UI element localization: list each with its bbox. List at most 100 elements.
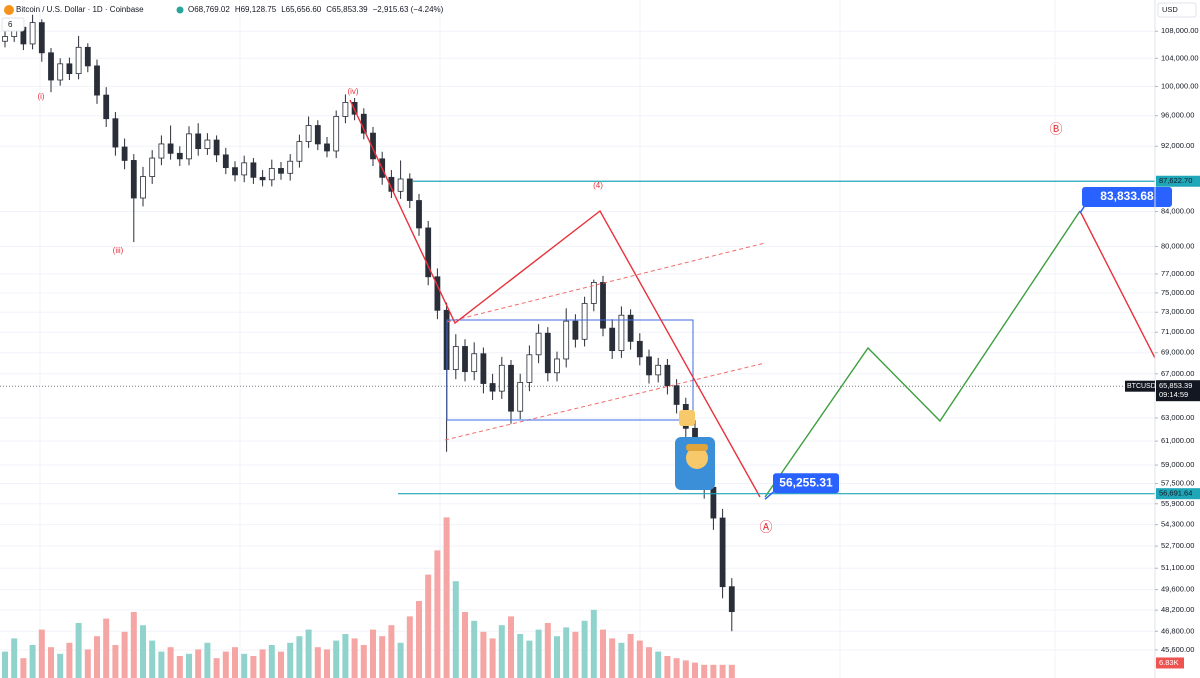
- wave-path-red-2: [1079, 210, 1156, 359]
- candle-body: [176, 152, 183, 160]
- candle-body: [719, 517, 726, 588]
- volume-bar: [204, 642, 211, 678]
- ohlc-label: C65,853.39: [326, 5, 368, 14]
- volume-pane: [2, 517, 735, 678]
- candle-body: [636, 340, 643, 358]
- volume-bar: [324, 649, 330, 678]
- candle-body: [195, 133, 202, 150]
- volume-bar: [526, 640, 533, 678]
- volume-bar: [103, 618, 110, 678]
- volume-bar: [489, 638, 496, 678]
- candle-body: [388, 176, 395, 192]
- candle-body: [324, 143, 330, 152]
- header: Bitcoin / U.S. Dollar · 1D · Coinbase 6 …: [1, 2, 1197, 32]
- candle-body: [480, 353, 487, 384]
- volume-bar: [517, 634, 524, 678]
- volume-bar: [655, 651, 662, 678]
- volume-bar: [11, 638, 18, 678]
- candle-body: [66, 63, 73, 75]
- candle-body: [333, 116, 340, 152]
- candle-body: [627, 314, 634, 342]
- volume-bar: [278, 651, 284, 678]
- candle-body: [452, 346, 459, 370]
- candle-body: [416, 200, 422, 229]
- candle-body: [590, 282, 597, 304]
- volume-bar: [572, 631, 579, 678]
- currency[interactable]: USD: [1162, 5, 1178, 14]
- candle-body: [397, 178, 404, 192]
- volume-bar: [425, 574, 432, 678]
- ohlc-label: H69,128.75: [235, 5, 277, 14]
- volume-bar: [48, 647, 54, 678]
- volume-bar: [388, 625, 395, 678]
- y-tick-label: 104,000.00: [1161, 53, 1199, 62]
- symbol-label: BTCUSD: [1127, 383, 1156, 390]
- candle-body: [572, 320, 579, 340]
- wave-label: (i): [37, 92, 44, 101]
- ohlc-label: O68,769.02: [188, 5, 230, 14]
- candle-body: [526, 354, 533, 383]
- y-tick-label: 84,000.00: [1161, 207, 1194, 216]
- volume-bar: [554, 636, 560, 678]
- volume-bar: [20, 658, 27, 678]
- volume-bar: [314, 647, 321, 678]
- volume-bar: [682, 660, 689, 678]
- candle-body: [342, 101, 349, 117]
- volume-bar: [600, 629, 606, 678]
- volume-bar: [673, 658, 680, 678]
- volume-bar: [259, 649, 266, 678]
- wave-label: Ⓑ: [1049, 121, 1062, 136]
- current-price-label: 65,853.39: [1159, 381, 1192, 390]
- wave-label: (iv): [347, 87, 358, 96]
- candle-body: [305, 125, 312, 142]
- volume-bar: [471, 620, 478, 678]
- range-box: [446, 319, 694, 421]
- indicator-toggle-box[interactable]: [1, 17, 25, 32]
- y-tick-label: 51,100.00: [1161, 563, 1194, 572]
- candle-body: [655, 364, 662, 376]
- volume-bar: [397, 642, 404, 678]
- candle-body: [29, 22, 36, 45]
- candle-body: [370, 132, 376, 160]
- candle-body: [554, 358, 560, 374]
- wave-path-green: [764, 210, 1081, 498]
- volume-bar: [29, 645, 36, 678]
- volume-bar: [342, 634, 349, 678]
- candle-body: [232, 167, 238, 176]
- y-tick-label: 46,800.00: [1161, 626, 1194, 635]
- candle-body: [140, 176, 146, 199]
- y-tick-label: 48,200.00: [1161, 605, 1194, 614]
- y-tick-label: 52,700.00: [1161, 541, 1194, 550]
- volume-bar: [719, 664, 726, 678]
- volume-bar: [609, 638, 616, 678]
- candle-body: [314, 125, 321, 145]
- volume-bar: [692, 662, 698, 678]
- indicators-toggle[interactable]: 6: [8, 20, 13, 29]
- volume-bar: [186, 653, 192, 678]
- y-tick-label: 73,000.00: [1161, 307, 1194, 316]
- volume-bar: [416, 601, 422, 678]
- callout-box: [773, 473, 839, 494]
- y-tick-label: 61,000.00: [1161, 436, 1194, 445]
- candle-body: [213, 139, 220, 156]
- volume-bar: [701, 664, 708, 678]
- volume-bar: [66, 642, 73, 678]
- volume-bar: [563, 627, 570, 678]
- candle-body: [646, 356, 652, 376]
- wave-path-red: [349, 99, 761, 498]
- volume-bar: [443, 517, 450, 678]
- candle-body: [204, 139, 211, 150]
- candle-body: [241, 162, 248, 176]
- candle-body: [581, 303, 588, 340]
- candle-body: [517, 382, 524, 412]
- candle-body: [2, 36, 8, 42]
- candle-body: [434, 276, 441, 311]
- y-tick-label: 108,000.00: [1161, 26, 1199, 35]
- volume-bar: [728, 664, 735, 678]
- candle-body: [462, 346, 468, 373]
- candle-body: [618, 314, 625, 352]
- candle-body: [48, 52, 54, 81]
- candle-body: [296, 141, 303, 162]
- currency-box[interactable]: [1157, 2, 1197, 18]
